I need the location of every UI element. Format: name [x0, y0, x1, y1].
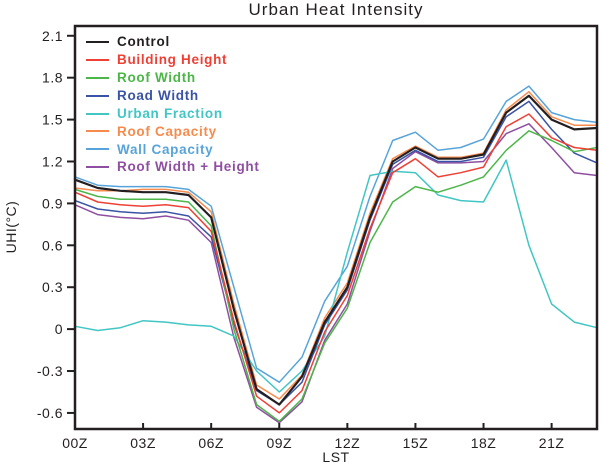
y-tick-label: 2.1: [42, 28, 63, 44]
x-tick-label: 00Z: [62, 435, 88, 451]
legend-label-urban-fraction: Urban Fraction: [117, 105, 223, 121]
legend-swatch-building-height: [86, 58, 109, 61]
legend-swatch-urban-fraction: [86, 112, 109, 115]
legend-label-road-width: Road Width: [117, 87, 199, 103]
legend-swatch-road-width: [86, 94, 109, 97]
x-tick-label: 06Z: [198, 435, 224, 451]
series-line-urban-fraction: [74, 159, 598, 393]
series-line-building-height: [74, 113, 598, 414]
plot-border: [73, 24, 599, 431]
legend-swatch-roof-capacity: [86, 130, 109, 133]
y-tick-label: 1.8: [42, 70, 63, 86]
legend-swatch-roof-width-height: [86, 166, 109, 169]
x-tick-label: 03Z: [130, 435, 156, 451]
y-tick-label: 0.6: [42, 237, 63, 253]
legend-label-roof-width-height: Roof Width + Height: [117, 159, 260, 175]
x-tick-label: 15Z: [403, 435, 429, 451]
series-line-roof-width: [74, 130, 598, 423]
legend-item-roof-width-height: Roof Width + Height: [86, 158, 260, 176]
y-tick-label: 0.9: [42, 195, 63, 211]
legend-item-roof-capacity: Roof Capacity: [86, 122, 260, 140]
y-tick-label: -0.3: [37, 363, 63, 379]
legend-label-building-height: Building Height: [117, 52, 228, 68]
legend-item-roof-width: Roof Width: [86, 69, 260, 87]
series-line-roof-capacity: [74, 90, 598, 400]
y-tick-label: 0: [55, 321, 63, 337]
legend-item-road-width: Road Width: [86, 87, 260, 105]
series-line-control: [73, 94, 599, 406]
legend-label-control: Control: [117, 34, 170, 50]
legend-item-urban-fraction: Urban Fraction: [86, 105, 260, 123]
x-tick-label: 12Z: [335, 435, 361, 451]
y-tick-label: 1.5: [42, 112, 63, 128]
y-tick-label: 0.3: [42, 279, 63, 295]
y-tick-label: -0.6: [37, 405, 63, 421]
y-tick-label: 1.2: [42, 153, 63, 169]
legend-swatch-control: [86, 40, 109, 43]
legend-item-building-height: Building Height: [86, 51, 260, 69]
legend-label-roof-width: Roof Width: [117, 69, 196, 85]
x-tick-label: 09Z: [266, 435, 292, 451]
legend-swatch-roof-width: [86, 76, 109, 79]
x-tick-label: 18Z: [471, 435, 497, 451]
legend: Control Building Height Roof Width Road Wid…: [86, 33, 260, 176]
legend-swatch-wall-capacity: [86, 148, 109, 151]
legend-label-roof-capacity: Roof Capacity: [117, 123, 217, 139]
series-line-roof-width-height: [74, 123, 598, 424]
series-line-wall-capacity: [74, 85, 598, 383]
legend-label-wall-capacity: Wall Capacity: [117, 141, 214, 157]
x-axis-label: LST: [322, 449, 350, 465]
chart-title: Urban Heat Intensity: [248, 0, 424, 19]
legend-item-control: Control: [86, 33, 260, 51]
legend-item-wall-capacity: Wall Capacity: [86, 140, 260, 158]
series-line-road-width: [74, 100, 598, 406]
x-tick-label: 21Z: [539, 435, 565, 451]
